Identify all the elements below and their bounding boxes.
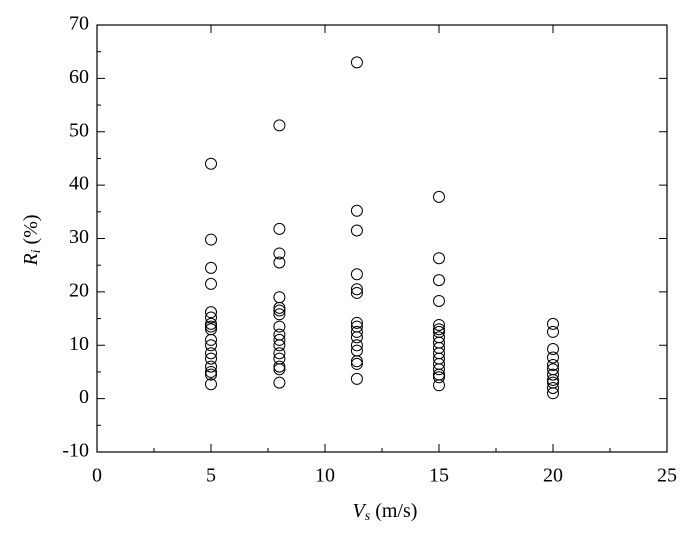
point — [350, 331, 363, 344]
point — [433, 363, 445, 376]
point — [350, 372, 363, 385]
point — [205, 157, 217, 170]
point — [273, 333, 286, 346]
point — [433, 252, 445, 265]
y-tick-label: 50 — [69, 119, 89, 141]
point — [433, 371, 445, 384]
point — [547, 325, 559, 338]
y-label-subscript: i — [29, 249, 44, 253]
point — [205, 320, 217, 333]
y-label-symbol: R — [20, 253, 42, 266]
x-tick-label: 20 — [543, 465, 563, 487]
point — [273, 320, 286, 333]
point — [433, 294, 445, 307]
y-tick-label: 40 — [69, 173, 89, 195]
point — [273, 119, 286, 132]
point — [205, 277, 217, 290]
point — [273, 308, 286, 321]
point — [205, 233, 217, 246]
y-tick-label: 0 — [79, 386, 89, 408]
point — [350, 325, 363, 338]
point — [547, 368, 559, 381]
y-tick-label: 30 — [69, 226, 89, 248]
y-tick-label: 60 — [69, 66, 89, 88]
point — [273, 222, 286, 235]
point — [547, 381, 559, 394]
point — [433, 318, 445, 331]
point — [205, 368, 217, 381]
point — [350, 286, 363, 299]
point — [273, 247, 286, 260]
point — [547, 387, 559, 400]
point — [273, 376, 286, 389]
y-tick-label: 20 — [69, 279, 89, 301]
point — [273, 256, 286, 269]
x-label-symbol: V — [353, 500, 368, 522]
point — [433, 274, 445, 287]
point — [547, 373, 559, 386]
point — [350, 339, 363, 352]
point — [350, 357, 363, 370]
x-tick-label: 0 — [92, 465, 102, 487]
x-tick-label: 5 — [206, 465, 216, 487]
point — [205, 311, 217, 324]
x-label-subscript: s — [365, 509, 371, 524]
point — [350, 316, 363, 329]
point — [350, 204, 363, 217]
point — [350, 283, 363, 296]
point — [273, 363, 286, 376]
point — [205, 347, 217, 360]
point — [433, 190, 445, 203]
y-tick-label: -10 — [62, 440, 89, 462]
point — [273, 304, 286, 317]
point — [547, 317, 559, 330]
point — [205, 306, 217, 319]
point — [350, 355, 363, 368]
point — [547, 342, 559, 355]
y-tick-label: 10 — [69, 333, 89, 355]
x-label-unit: (m/s) — [375, 500, 417, 522]
point — [205, 261, 217, 274]
point — [350, 268, 363, 281]
y-axis-label: Ri (%) — [20, 214, 45, 266]
x-tick-label: 15 — [429, 465, 449, 487]
y-tick-label: 70 — [69, 13, 89, 35]
point — [273, 291, 286, 304]
point — [205, 352, 217, 365]
x-axis-label: Vs (m/s) — [353, 500, 418, 525]
point — [205, 339, 217, 352]
point — [273, 339, 286, 352]
point — [205, 365, 217, 378]
x-tick-label: 10 — [315, 465, 335, 487]
point — [350, 224, 363, 237]
plot-frame — [96, 24, 668, 453]
point — [547, 351, 559, 364]
point — [273, 360, 286, 373]
point — [273, 301, 286, 314]
point — [350, 56, 363, 69]
point — [205, 378, 217, 391]
y-label-unit: (%) — [20, 214, 42, 244]
point — [205, 333, 217, 346]
point — [273, 347, 286, 360]
point — [205, 317, 217, 330]
x-tick-label: 25 — [657, 465, 677, 487]
point — [433, 323, 445, 336]
point — [547, 358, 559, 371]
point — [433, 379, 445, 392]
point — [205, 360, 217, 373]
